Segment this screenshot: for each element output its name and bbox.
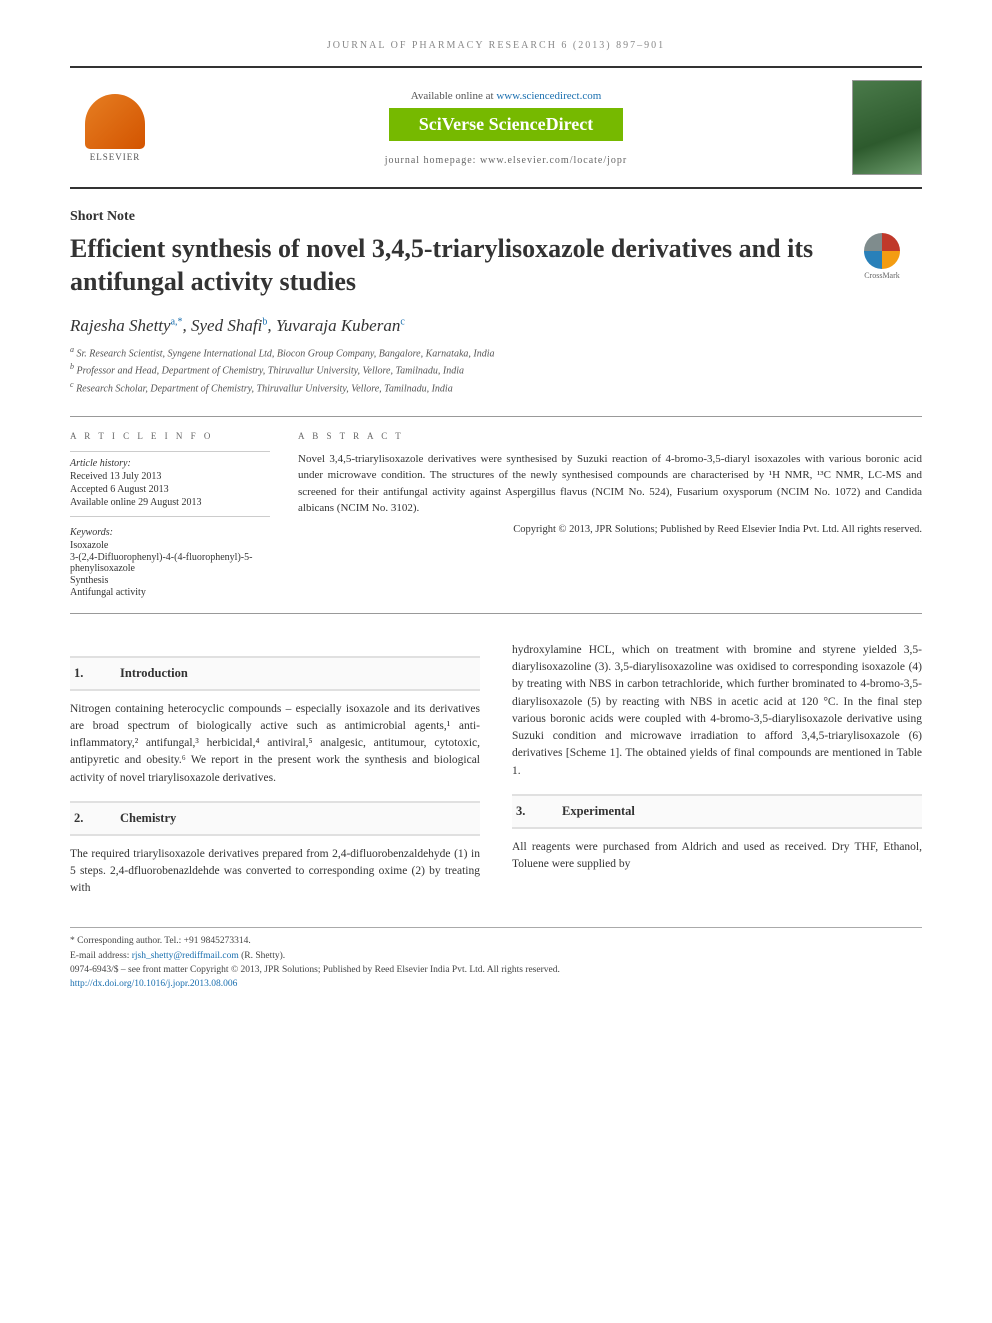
article-type: Short Note (70, 209, 922, 225)
author-2: Syed Shafi (191, 316, 262, 335)
section-3-num: 3. (512, 802, 562, 821)
intro-paragraph: Nitrogen containing heterocyclic compoun… (70, 701, 480, 787)
banner-center: Available online at www.sciencedirect.co… (160, 90, 852, 166)
history-label: Article history: (70, 458, 270, 469)
section-2-head: 2. Chemistry (70, 801, 480, 836)
body-columns: 1. Introduction Nitrogen containing hete… (70, 642, 922, 906)
email-line: E-mail address: rjsh_shetty@rediffmail.c… (70, 949, 922, 963)
affiliation-b: b Professor and Head, Department of Chem… (70, 361, 922, 378)
aff-a-text: Sr. Research Scientist, Syngene Internat… (77, 348, 495, 359)
keywords-label: Keywords: (70, 527, 270, 538)
history-received: Received 13 July 2013 (70, 471, 270, 482)
article-title: Efficient synthesis of novel 3,4,5-triar… (70, 233, 842, 298)
aff-c-sup: c (70, 380, 74, 389)
author-3: Yuvaraja Kuberan (276, 316, 401, 335)
journal-running-head: JOURNAL OF PHARMACY RESEARCH 6 (2013) 89… (70, 40, 922, 51)
keyword-2: 3-(2,4-Difluorophenyl)-4-(4-fluorophenyl… (70, 552, 270, 574)
section-3-title: Experimental (562, 802, 635, 821)
email-suffix: (R. Shetty). (239, 951, 285, 961)
sciencedirect-link[interactable]: www.sciencedirect.com (496, 90, 601, 102)
keyword-4: Antifungal activity (70, 587, 270, 598)
aff-a-sup: a (70, 345, 74, 354)
doi-link[interactable]: http://dx.doi.org/10.1016/j.jopr.2013.08… (70, 977, 922, 991)
aff-b-sup: b (70, 362, 74, 371)
left-column: 1. Introduction Nitrogen containing hete… (70, 642, 480, 906)
affiliation-c: c Research Scholar, Department of Chemis… (70, 379, 922, 396)
email-address[interactable]: rjsh_shetty@rediffmail.com (132, 951, 239, 961)
col2-continuation: hydroxylamine HCL, which on treatment wi… (512, 642, 922, 780)
page-footer: * Corresponding author. Tel.: +91 984527… (70, 927, 922, 991)
section-2-title: Chemistry (120, 809, 176, 828)
journal-banner: ELSEVIER Available online at www.science… (70, 66, 922, 189)
info-abstract-row: A R T I C L E I N F O Article history: R… (70, 416, 922, 614)
section-1-title: Introduction (120, 664, 188, 683)
homepage-prefix: journal homepage: (385, 155, 480, 166)
author-list: Rajesha Shettya,*, Syed Shafib, Yuvaraja… (70, 316, 922, 336)
abstract-text: Novel 3,4,5-triarylisoxazole derivatives… (298, 451, 922, 517)
author-3-sup: c (400, 316, 404, 327)
title-row: Efficient synthesis of novel 3,4,5-triar… (70, 233, 922, 298)
affiliation-a: a Sr. Research Scientist, Syngene Intern… (70, 344, 922, 361)
abstract: A B S T R A C T Novel 3,4,5-triarylisoxa… (298, 431, 922, 599)
crossmark-icon (864, 233, 900, 269)
article-info: A R T I C L E I N F O Article history: R… (70, 431, 270, 599)
keyword-1: Isoxazole (70, 540, 270, 551)
aff-c-text: Research Scholar, Department of Chemistr… (76, 383, 453, 394)
elsevier-logo: ELSEVIER (70, 83, 160, 173)
section-1-head: 1. Introduction (70, 656, 480, 691)
email-label: E-mail address: (70, 951, 132, 961)
front-matter: 0974-6943/$ – see front matter Copyright… (70, 963, 922, 977)
elsevier-wordmark: ELSEVIER (90, 152, 141, 162)
corresponding-author: * Corresponding author. Tel.: +91 984527… (70, 934, 922, 948)
keyword-3: Synthesis (70, 575, 270, 586)
crossmark-badge[interactable]: CrossMark (842, 233, 922, 283)
author-1-sup: a,* (171, 316, 183, 327)
homepage-url[interactable]: www.elsevier.com/locate/jopr (480, 155, 627, 166)
article-history: Article history: Received 13 July 2013 A… (70, 451, 270, 517)
section-2-num: 2. (70, 809, 120, 828)
section-3-head: 3. Experimental (512, 794, 922, 829)
author-1: Rajesha Shetty (70, 316, 171, 335)
elsevier-tree-icon (85, 94, 145, 149)
journal-homepage: journal homepage: www.elsevier.com/locat… (160, 155, 852, 166)
available-prefix: Available online at (411, 90, 497, 102)
abstract-heading: A B S T R A C T (298, 431, 922, 441)
aff-b-text: Professor and Head, Department of Chemis… (77, 366, 465, 377)
history-accepted: Accepted 6 August 2013 (70, 484, 270, 495)
author-2-sup: b (262, 316, 267, 327)
right-column: hydroxylamine HCL, which on treatment wi… (512, 642, 922, 906)
crossmark-label: CrossMark (864, 271, 900, 280)
article-info-heading: A R T I C L E I N F O (70, 431, 270, 441)
journal-cover-thumbnail (852, 80, 922, 175)
chemistry-paragraph: The required triarylisoxazole derivative… (70, 846, 480, 898)
history-online: Available online 29 August 2013 (70, 497, 270, 508)
section-1-num: 1. (70, 664, 120, 683)
experimental-paragraph: All reagents were purchased from Aldrich… (512, 839, 922, 874)
sciverse-logo: SciVerse ScienceDirect (389, 108, 623, 141)
affiliations: a Sr. Research Scientist, Syngene Intern… (70, 344, 922, 396)
available-online: Available online at www.sciencedirect.co… (160, 90, 852, 102)
abstract-copyright: Copyright © 2013, JPR Solutions; Publish… (298, 523, 922, 538)
